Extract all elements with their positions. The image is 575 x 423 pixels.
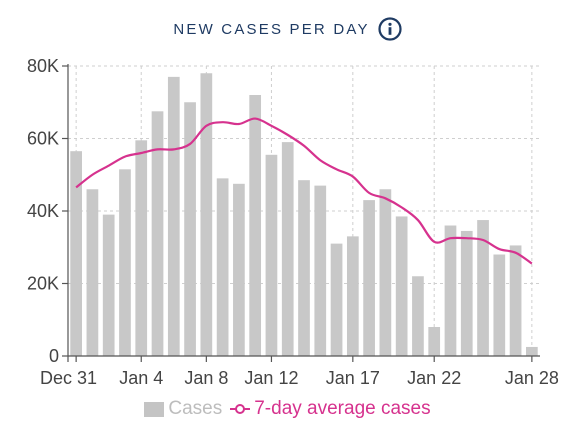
axes xyxy=(62,64,540,362)
legend-item-cases[interactable]: Cases xyxy=(144,398,222,420)
bar-1 xyxy=(86,189,99,356)
average-line xyxy=(75,117,533,265)
legend-average-swatch xyxy=(230,404,251,414)
x-tick-label-2: Jan 8 xyxy=(184,368,228,388)
bar-2 xyxy=(102,214,115,356)
x-tick-label-5: Jan 22 xyxy=(407,368,461,388)
legend-cases-label: Cases xyxy=(168,398,223,419)
bar-12 xyxy=(265,154,278,356)
bar-4 xyxy=(135,140,148,356)
bar-9 xyxy=(216,178,229,356)
bar-27 xyxy=(509,245,522,356)
bar-3 xyxy=(119,169,131,356)
y-tick-label-2: 40K xyxy=(27,201,59,221)
legend-average-label: 7-day average cases xyxy=(254,398,431,419)
x-tick-label-4: Jan 17 xyxy=(326,368,380,388)
y-tick-labels: 0 20K 40K 60K 80K xyxy=(27,56,59,366)
x-tick-label-1: Jan 4 xyxy=(119,368,163,388)
bar-20 xyxy=(395,216,408,356)
legend: Cases 7-day average cases xyxy=(0,396,575,422)
bar-14 xyxy=(298,180,310,356)
bar-18 xyxy=(363,200,375,356)
bar-7 xyxy=(184,102,196,356)
bar-19 xyxy=(379,189,392,356)
chart-title: NEW CASES PER DAY xyxy=(173,20,370,38)
plot-area: 0 20K 40K 60K 80K Dec 31 Jan 4 Jan 8 Jan 12 Jan … xyxy=(27,56,559,388)
bar-10 xyxy=(233,183,245,356)
bar-11 xyxy=(249,95,262,356)
bar-15 xyxy=(314,185,327,356)
bar-8 xyxy=(200,73,213,356)
y-tick-label-3: 60K xyxy=(27,129,59,149)
bar-6 xyxy=(167,76,180,356)
y-tick-label-1: 20K xyxy=(27,274,59,294)
legend-cases-swatch xyxy=(144,401,165,417)
legend-item-average[interactable]: 7-day average cases xyxy=(230,398,431,420)
x-tick-labels: Dec 31 Jan 4 Jan 8 Jan 12 Jan 17 Jan 22 Jan 28 xyxy=(40,368,559,388)
x-tick-label-6: Jan 28 xyxy=(505,368,559,388)
x-tick-label-0: Dec 31 xyxy=(40,368,97,388)
info-icon[interactable] xyxy=(378,17,402,41)
bar-26 xyxy=(493,254,506,356)
bar-16 xyxy=(330,243,343,356)
x-tick-label-3: Jan 12 xyxy=(244,368,298,388)
average-line-series xyxy=(75,117,533,265)
bar-23 xyxy=(444,225,457,356)
bar-28 xyxy=(526,346,538,356)
y-tick-label-4: 80K xyxy=(27,56,59,76)
bar-21 xyxy=(412,276,424,356)
bar-5 xyxy=(151,111,164,356)
bar-17 xyxy=(346,236,359,356)
bar-13 xyxy=(281,142,294,356)
bar-0 xyxy=(70,151,82,356)
bar-22 xyxy=(428,327,441,356)
bar-24 xyxy=(460,230,473,356)
chart-header: NEW CASES PER DAY xyxy=(0,14,575,44)
bar-series xyxy=(70,73,538,356)
y-tick-label-0: 0 xyxy=(49,346,59,366)
bar-25 xyxy=(477,220,489,356)
